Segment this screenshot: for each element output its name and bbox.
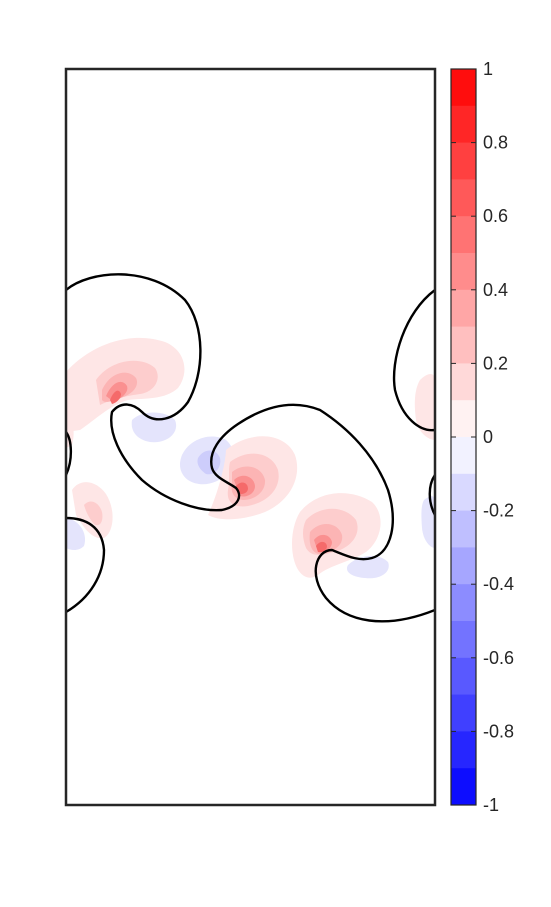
colorbar-band	[451, 179, 476, 217]
colorbar-band	[451, 437, 476, 475]
positive-lobe-left-upper	[66, 337, 185, 448]
plot-frame	[64, 67, 437, 807]
colorbar-band	[451, 105, 476, 144]
colorbar-ticks: 1 0.8 0.6 0.4 0.2 0 -0.2 -0.4 -0.6 -0.8 -1	[451, 59, 514, 815]
colorbar-band	[451, 584, 476, 622]
colorbar-tick-label: 0.4	[483, 280, 508, 300]
plot-background	[66, 69, 435, 805]
negative-lobe-center	[180, 436, 233, 485]
colorbar-band	[451, 547, 476, 585]
positive-lobe-center	[208, 436, 298, 520]
negative-lobe-upper-middle	[131, 412, 177, 443]
colorbar-tick-label: 0.8	[483, 133, 508, 153]
positive-lobe-left-lower	[66, 482, 113, 550]
interface-right-lower	[428, 473, 435, 517]
colorbar-tick-label: -0.4	[483, 574, 514, 594]
interface-upper-left-bubble	[66, 273, 435, 623]
colorbar: 1 0.8 0.6 0.4 0.2 0 -0.2 -0.4 -0.6 -0.8 -1	[450, 59, 514, 815]
colorbar-tick-label: 0.6	[483, 206, 508, 226]
interface-left-lower	[66, 516, 106, 614]
colorbar-tick-label: -0.6	[483, 648, 514, 668]
colorbar-band	[451, 142, 476, 180]
colorbar-tick-label: 0	[483, 427, 493, 447]
colorbar-band	[451, 694, 476, 732]
colorbar-band	[451, 731, 476, 769]
positive-lobe-right-center	[292, 493, 381, 578]
colorbar-band	[451, 326, 476, 364]
colorbar-band	[451, 216, 476, 254]
colorbar-band	[451, 69, 476, 107]
colorbar-band	[451, 253, 476, 291]
colorbar-band	[451, 768, 476, 806]
colorbar-band	[451, 473, 476, 512]
colorbar-tick-label: 1	[483, 59, 493, 79]
colorbar-band	[451, 400, 476, 438]
colorbar-band	[451, 657, 476, 696]
colorbar-bands	[451, 69, 476, 806]
colorbar-tick-label: 0.2	[483, 353, 508, 373]
plot-area	[66, 69, 435, 805]
negative-lobe-lower-right	[346, 555, 389, 579]
colorbar-band	[451, 289, 476, 328]
colorbar-band	[451, 621, 476, 659]
interface-right-upper	[392, 288, 435, 432]
colorbar-band	[451, 363, 476, 401]
interface-contour	[66, 273, 435, 623]
interface-left-wall-spike	[66, 430, 73, 477]
colorbar-band	[451, 510, 476, 548]
colorbar-tick-label: -1	[483, 795, 499, 815]
colorbar-tick-label: -0.8	[483, 721, 514, 741]
colorbar-tick-label: -0.2	[483, 501, 514, 521]
